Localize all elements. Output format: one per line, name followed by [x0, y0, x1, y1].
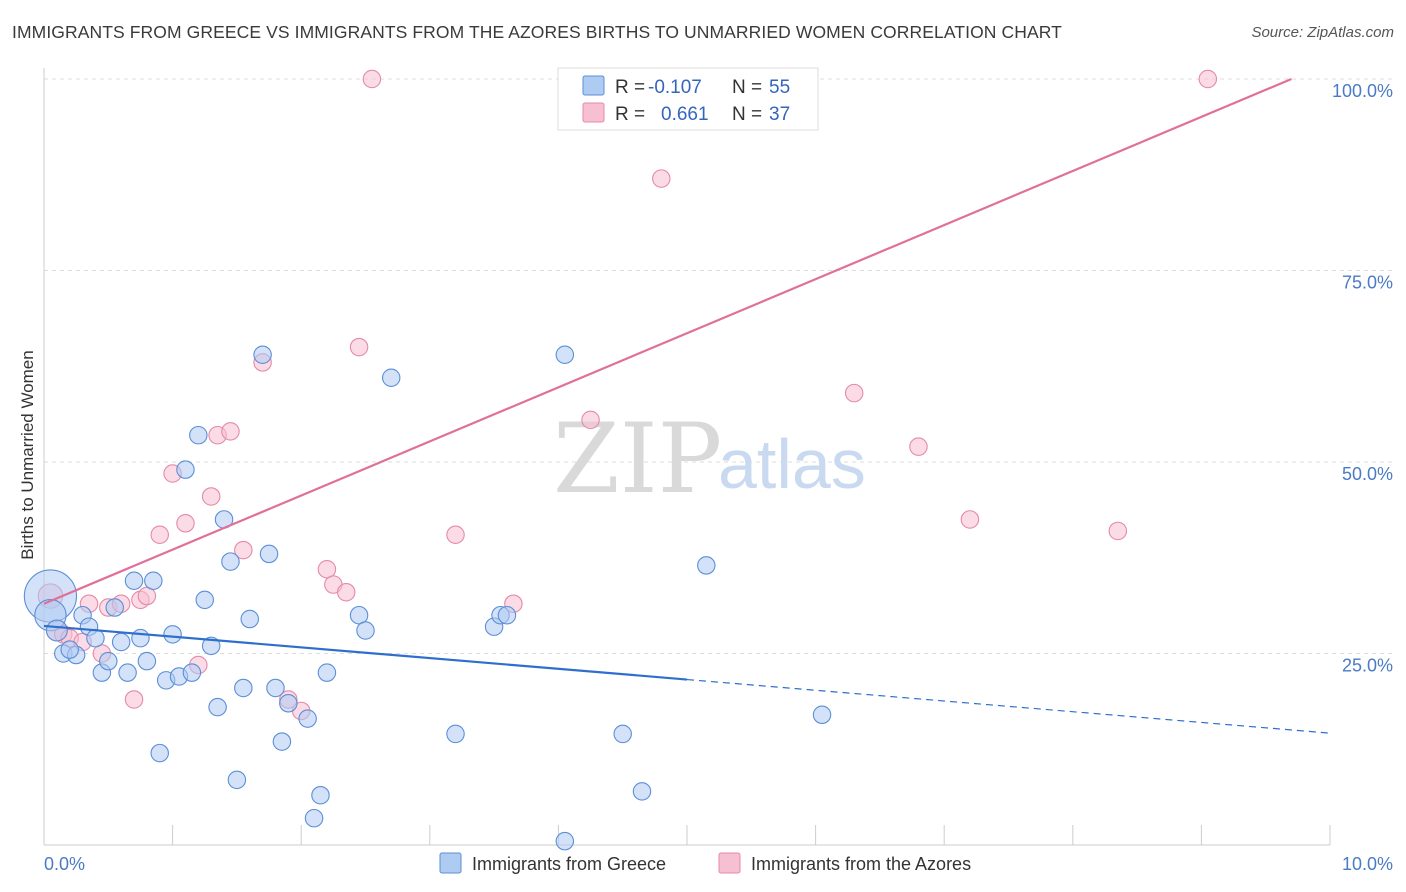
point-greece — [446, 724, 465, 744]
point-greece — [221, 552, 240, 571]
point-azores — [124, 690, 144, 709]
point-azores — [234, 540, 253, 560]
point-greece — [298, 709, 317, 728]
point-greece — [497, 605, 517, 625]
point-greece — [613, 724, 632, 744]
point-azores — [446, 525, 465, 545]
point-azores — [176, 514, 195, 533]
point-greece — [381, 368, 401, 387]
watermark-zip: ZIP — [553, 403, 722, 515]
point-azores — [844, 383, 864, 403]
point-greece — [189, 425, 208, 445]
point-azores — [150, 525, 169, 545]
point-greece — [253, 345, 272, 365]
legend-label-azores: Immigrants from the Azores — [751, 854, 971, 874]
point-greece — [234, 678, 253, 698]
point-greece — [137, 651, 157, 671]
point-greece — [144, 571, 163, 590]
point-greece — [150, 743, 169, 763]
point-greece — [266, 678, 285, 698]
x-tick-label: 0.0% — [44, 854, 85, 874]
gridlines — [44, 78, 1393, 654]
point-greece — [163, 625, 182, 644]
watermark-atlas: atlas — [718, 425, 866, 503]
point-greece — [111, 632, 131, 652]
y-tick-label: 25.0% — [1342, 656, 1393, 676]
stats-box: R = -0.107 N = 55 R = 0.661 N = 37 — [557, 67, 819, 131]
point-greece — [105, 598, 124, 617]
point-azores — [1108, 521, 1128, 541]
point-azores — [336, 582, 356, 602]
stats-greece-n: 55 — [769, 77, 790, 98]
series-azores-points — [37, 69, 1218, 721]
y-tick-label: 100.0% — [1332, 81, 1393, 101]
trend-lines — [43, 77, 1331, 734]
point-azores — [909, 437, 928, 456]
point-greece — [99, 651, 118, 671]
point-greece — [356, 621, 375, 640]
x-tick-labels: 0.0% 10.0% — [44, 854, 1393, 874]
stats-azores-r: 0.661 — [661, 104, 709, 125]
point-greece — [632, 782, 652, 801]
point-greece — [304, 808, 324, 828]
point-greece — [176, 460, 195, 479]
stats-greece-n-label: N = — [732, 77, 762, 98]
point-greece — [272, 732, 292, 751]
stats-azores-r-label: R = — [615, 104, 645, 125]
point-greece — [279, 694, 298, 713]
point-azores — [349, 337, 369, 357]
trend-line-greece — [43, 624, 688, 681]
point-greece — [555, 831, 575, 851]
legend-swatch-azores — [718, 852, 741, 874]
legend-swatch-greece — [439, 852, 462, 874]
point-greece — [60, 640, 79, 659]
point-greece — [201, 636, 221, 656]
legend: Immigrants from Greece Immigrants from t… — [439, 852, 971, 874]
series-greece-points — [23, 345, 832, 851]
legend-label-greece: Immigrants from Greece — [472, 854, 666, 874]
source-credit: Source: ZipAtlas.com — [1251, 24, 1394, 41]
trend-line-azores — [43, 77, 1292, 605]
point-azores — [201, 487, 221, 506]
point-greece — [259, 544, 279, 564]
point-greece — [195, 590, 214, 610]
stats-greece-r-label: R = — [615, 77, 645, 98]
point-azores — [960, 510, 980, 529]
trend-line-greece-extension — [686, 678, 1331, 734]
stats-azores-n: 37 — [769, 104, 790, 125]
point-azores — [581, 410, 600, 430]
point-greece — [311, 785, 330, 805]
point-greece — [208, 697, 227, 717]
stats-swatch-azores — [582, 102, 605, 123]
point-greece — [182, 663, 202, 682]
point-azores — [362, 69, 382, 89]
point-greece — [86, 628, 105, 648]
stats-azores-n-label: N = — [732, 104, 762, 125]
point-greece — [317, 663, 337, 682]
point-greece — [555, 345, 575, 365]
y-tick-label: 50.0% — [1342, 464, 1393, 484]
x-tick-label: 10.0% — [1342, 854, 1393, 874]
point-greece — [240, 609, 260, 629]
point-azores — [1198, 69, 1218, 89]
point-greece — [227, 770, 247, 790]
point-greece — [697, 556, 716, 575]
y-tick-labels: 25.0% 50.0% 75.0% 100.0% — [1332, 81, 1393, 676]
y-tick-label: 75.0% — [1342, 273, 1393, 293]
point-greece — [812, 705, 832, 725]
point-azores — [221, 422, 240, 441]
stats-swatch-greece — [582, 75, 605, 96]
point-greece — [124, 571, 144, 590]
point-azores — [652, 169, 671, 188]
chart-title: IMMIGRANTS FROM GREECE VS IMMIGRANTS FRO… — [12, 22, 1062, 42]
point-greece — [131, 628, 150, 648]
point-greece — [45, 619, 68, 642]
point-greece — [118, 663, 137, 682]
stats-greece-r: -0.107 — [648, 77, 702, 98]
